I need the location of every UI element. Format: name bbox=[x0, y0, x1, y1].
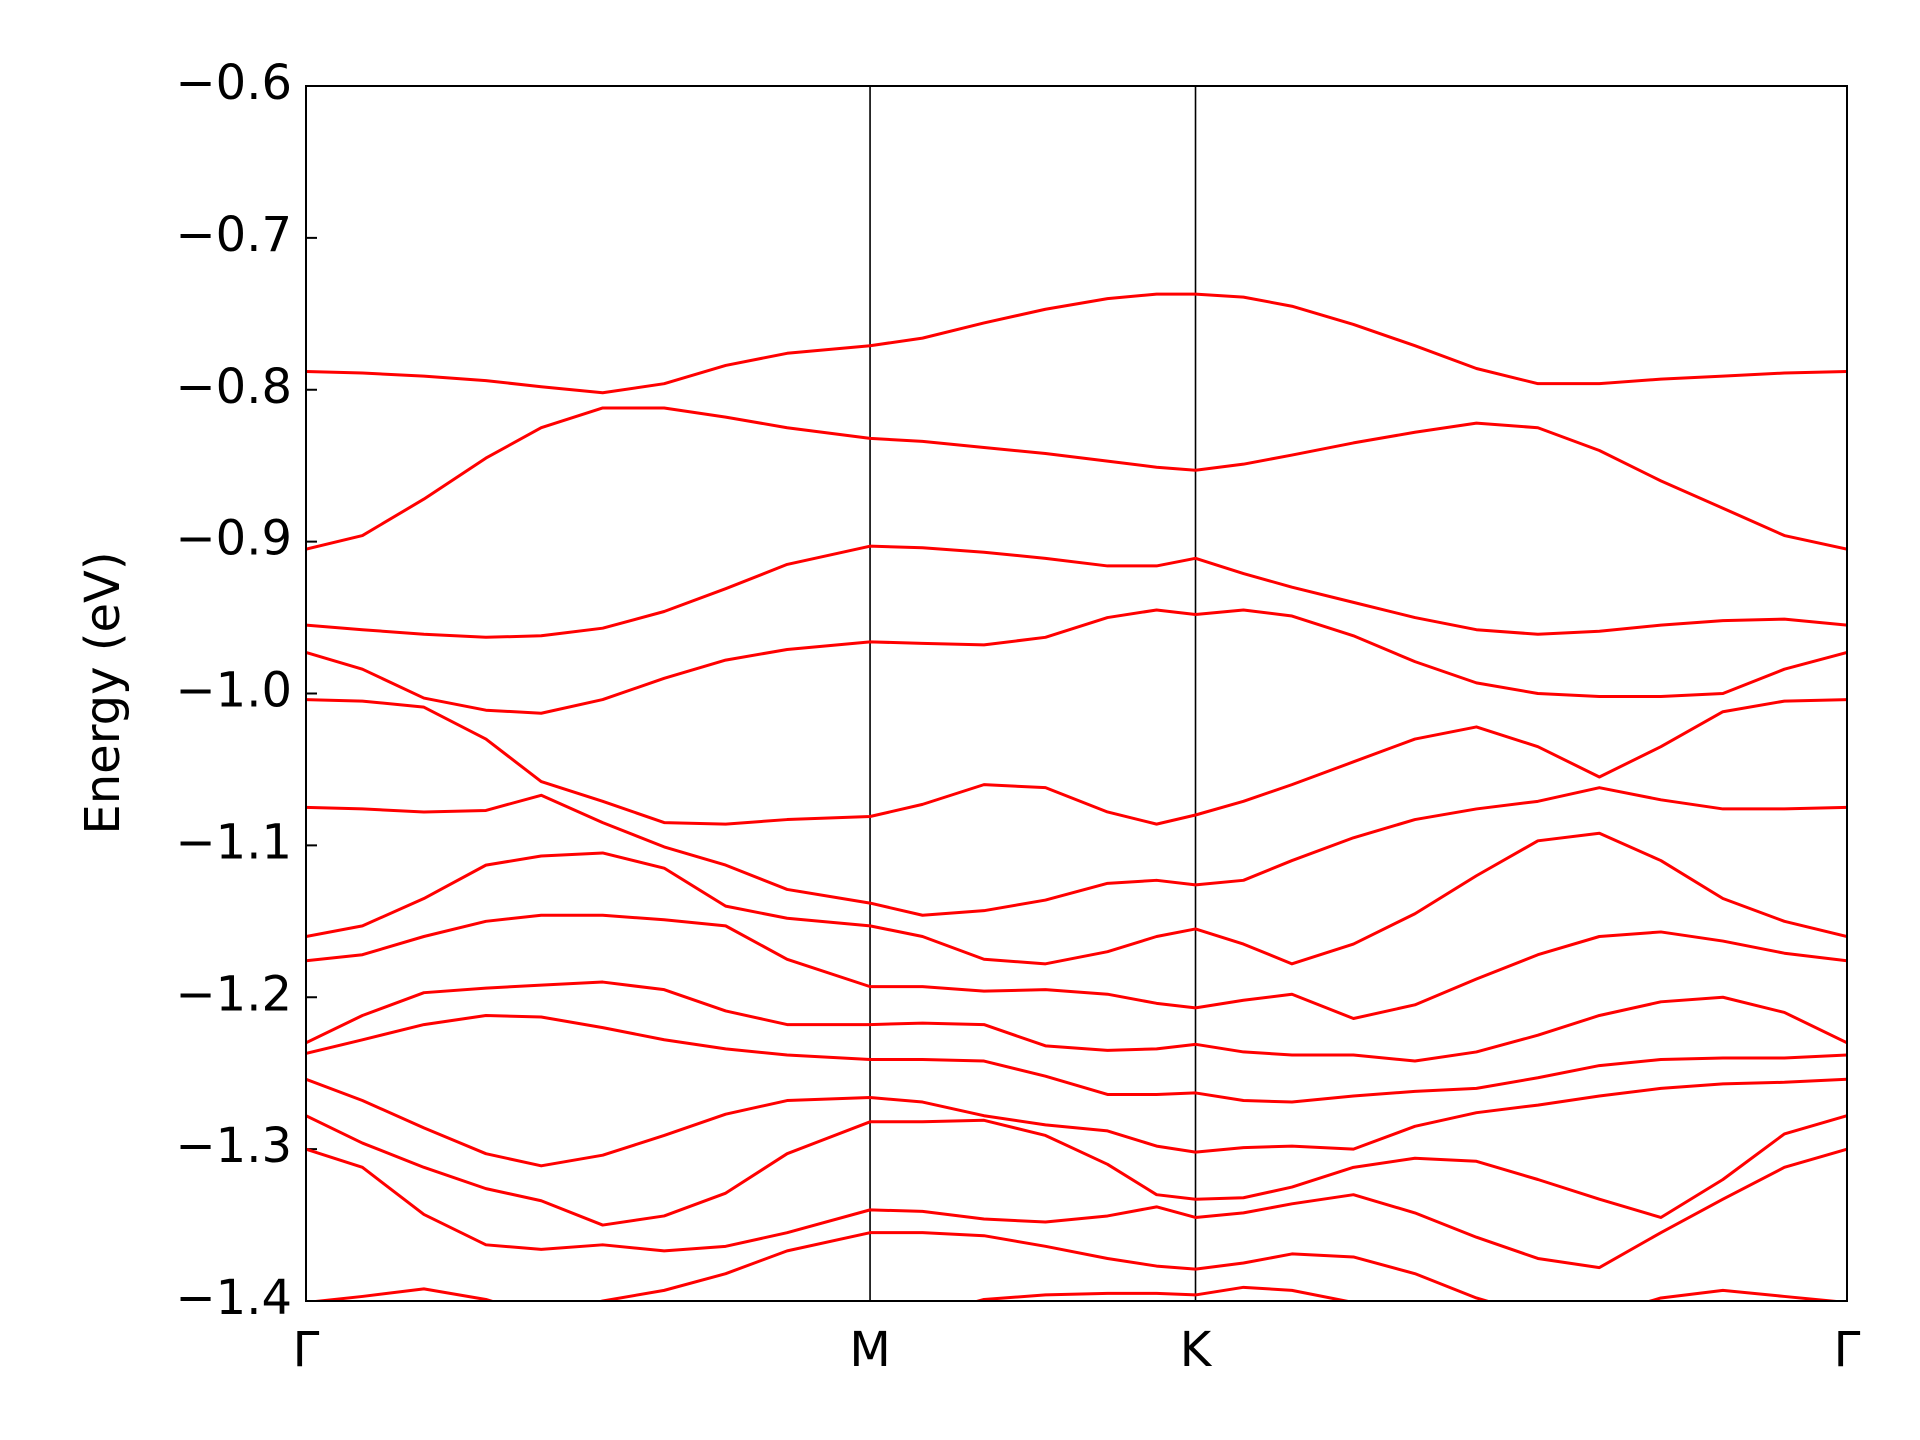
band-line bbox=[306, 980, 1847, 1063]
y-axis-label: Energy (eV) bbox=[75, 551, 131, 834]
band-line bbox=[306, 786, 1847, 917]
y-tick-label: −1.4 bbox=[175, 1270, 292, 1326]
x-tick-label: Γ bbox=[293, 1322, 320, 1378]
band-line bbox=[306, 913, 1847, 1021]
band-line bbox=[306, 544, 1847, 639]
y-tick-label: −1.3 bbox=[175, 1118, 292, 1174]
y-tick-label: −0.7 bbox=[175, 207, 292, 263]
x-tick-label: M bbox=[849, 1322, 890, 1378]
x-tick-label: Γ bbox=[1834, 1322, 1861, 1378]
y-tick-label: −1.2 bbox=[175, 966, 292, 1022]
band-line bbox=[306, 292, 1847, 395]
plot-frame bbox=[305, 85, 1848, 1302]
band-line bbox=[306, 1231, 1847, 1301]
band-line bbox=[306, 608, 1847, 715]
band-line bbox=[306, 1013, 1847, 1104]
band-line bbox=[306, 698, 1847, 826]
band-line bbox=[306, 406, 1847, 551]
band-line bbox=[306, 831, 1847, 966]
x-tick-label: K bbox=[1180, 1322, 1213, 1378]
y-tick-label: −0.9 bbox=[175, 511, 292, 567]
y-tick-label: −1.1 bbox=[175, 814, 292, 870]
band-line bbox=[306, 1147, 1847, 1270]
y-tick-label: −1.0 bbox=[175, 663, 292, 719]
y-tick-label: −0.6 bbox=[175, 55, 292, 111]
band-line bbox=[306, 1114, 1847, 1227]
band-line bbox=[306, 1077, 1847, 1168]
band-line bbox=[972, 1285, 1354, 1301]
y-tick-label: −0.8 bbox=[175, 359, 292, 415]
